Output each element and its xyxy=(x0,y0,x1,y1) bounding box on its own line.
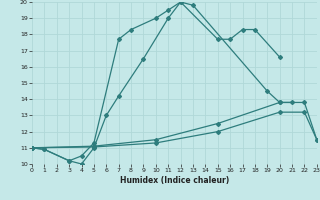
X-axis label: Humidex (Indice chaleur): Humidex (Indice chaleur) xyxy=(120,176,229,185)
